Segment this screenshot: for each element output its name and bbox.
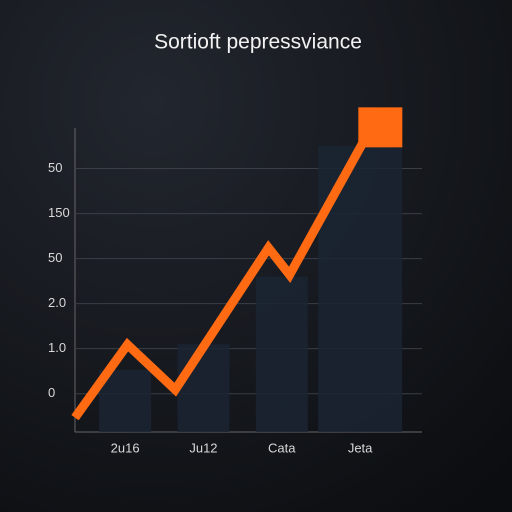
y-tick-label: 2.0 bbox=[48, 295, 66, 310]
x-tick-label: Cata bbox=[268, 440, 296, 455]
chart-title: Sortioft pepressviance bbox=[154, 31, 362, 54]
y-tick-label: 50 bbox=[48, 160, 62, 175]
x-tick-label: 2u16 bbox=[111, 440, 140, 455]
y-tick-label: 1.0 bbox=[48, 340, 66, 355]
bar bbox=[318, 146, 403, 432]
y-tick-label: 0 bbox=[48, 385, 55, 400]
line bbox=[71, 127, 375, 421]
y-tick-label: 50 bbox=[48, 250, 62, 265]
bar bbox=[177, 344, 230, 432]
x-tick-label: Ju12 bbox=[189, 440, 217, 455]
bar bbox=[99, 369, 152, 432]
bar bbox=[255, 276, 308, 432]
end-marker bbox=[358, 107, 403, 148]
y-tick-label: 150 bbox=[48, 205, 70, 220]
x-tick-label: Jeta bbox=[348, 440, 373, 455]
